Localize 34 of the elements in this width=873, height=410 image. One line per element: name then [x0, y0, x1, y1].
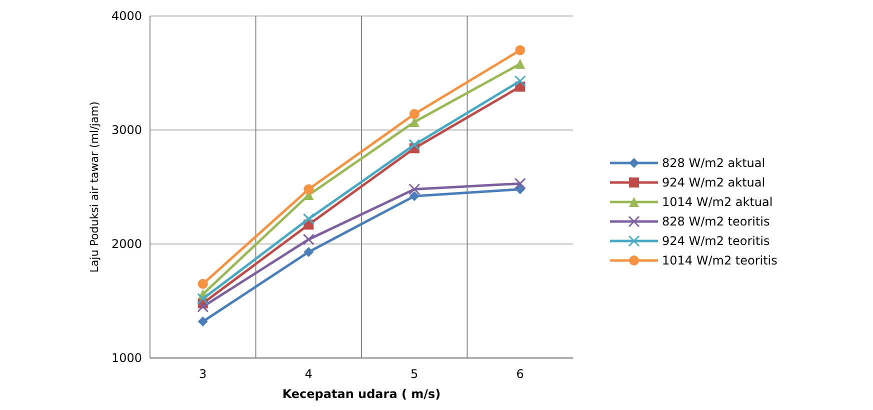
y-tick-label: 3000 — [111, 123, 142, 138]
point — [304, 246, 314, 257]
point — [409, 191, 420, 202]
legend-label: 924 W/m2 aktual — [662, 176, 766, 190]
point — [304, 184, 314, 194]
point — [198, 316, 208, 327]
y-tick-label: 1000 — [111, 351, 142, 366]
y-tick-label: 4000 — [111, 9, 142, 24]
point — [197, 300, 209, 312]
point — [302, 213, 314, 225]
x-axis-title: Kecepatan udara ( m/s) — [282, 387, 441, 401]
point — [515, 58, 526, 69]
legend-label: 828 W/m2 teoritis — [662, 214, 770, 229]
point — [515, 184, 526, 194]
point — [409, 117, 420, 128]
x-tick-label: 3 — [199, 367, 207, 381]
point — [198, 278, 208, 289]
y-tick-label: 2000 — [111, 237, 142, 252]
legend-label: 1014 W/m2 aktual — [662, 195, 773, 210]
point — [197, 292, 209, 304]
legend-label: 1014 W/m2 teoritis — [662, 254, 778, 268]
point — [408, 184, 420, 196]
point — [302, 234, 314, 246]
point — [514, 75, 526, 87]
point — [409, 109, 420, 120]
point — [408, 139, 420, 151]
y-axis-title: Laju Poduksi air tawar (ml/jam) — [88, 101, 101, 273]
x-tick-label: 5 — [410, 367, 418, 381]
legend-label: 828 W/m2 aktual — [662, 156, 766, 170]
legend-label: 924 W/m2 teoritis — [662, 234, 770, 248]
x-tick-label: 6 — [516, 367, 524, 381]
point — [515, 45, 526, 56]
point — [514, 178, 526, 190]
x-tick-label: 4 — [304, 367, 312, 381]
